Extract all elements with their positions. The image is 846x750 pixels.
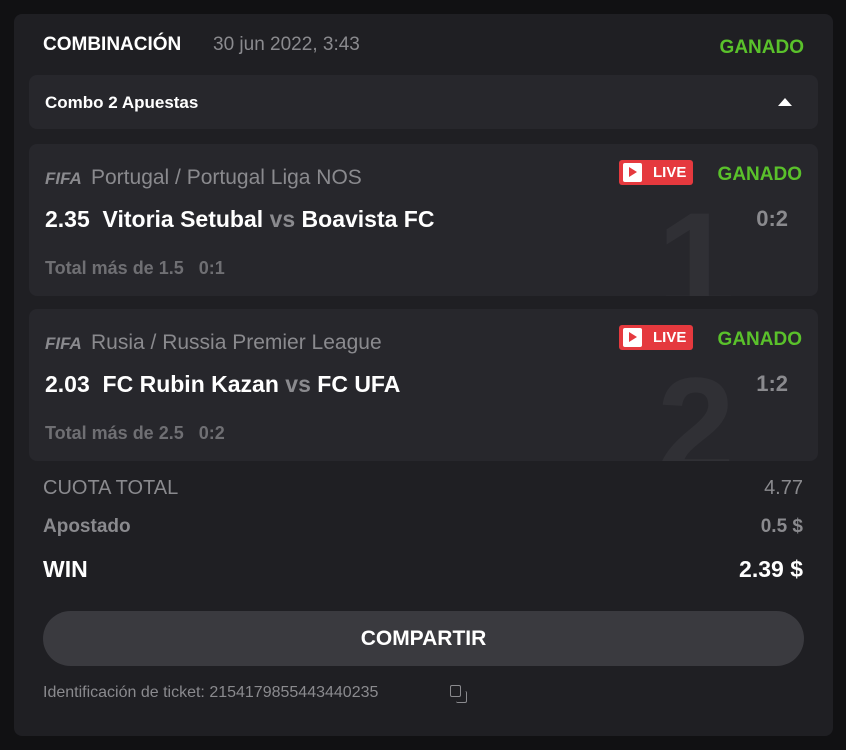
score: 0:2 <box>756 206 788 231</box>
market-name: Total más de 1.5 <box>45 258 184 278</box>
bet-date: 30 jun 2022, 3:43 <box>213 34 360 55</box>
match: 2.35 Vitoria Setubal vs Boavista FC <box>45 206 434 233</box>
vs: vs <box>285 371 311 397</box>
event-status: GANADO <box>717 164 802 185</box>
live-label: LIVE <box>653 164 687 181</box>
stake-label: Apostado <box>43 516 131 537</box>
win-label: WIN <box>43 556 88 582</box>
market-name: Total más de 2.5 <box>45 423 184 443</box>
combo-label: Combo 2 Apuestas <box>45 93 199 112</box>
bet-header: COMBINACIÓN 30 jun 2022, 3:43 GANADO <box>43 34 804 64</box>
stake: 0.5 $ <box>760 516 803 537</box>
play-icon <box>623 328 642 347</box>
odds: 2.03 <box>45 371 90 397</box>
market-score: 0:1 <box>198 258 225 278</box>
league: Portugal / Portugal Liga NOS <box>91 166 362 189</box>
vs: vs <box>269 206 296 232</box>
market: Total más de 1.5 0:1 <box>45 258 225 279</box>
match: 2.03 FC Rubin Kazan vs FC UFA <box>45 371 400 398</box>
share-button[interactable]: COMPARTIR <box>43 611 804 666</box>
chevron-up-icon <box>778 98 792 106</box>
bet-type: COMBINACIÓN <box>43 34 182 55</box>
bet-status: GANADO <box>719 37 804 58</box>
stake-row: Apostado 0.5 $ <box>43 516 803 538</box>
market-score: 0:2 <box>198 423 225 443</box>
ticket-id: Identificación de ticket: 21541798554434… <box>43 684 379 701</box>
home-team: Vitoria Setubal <box>102 206 264 232</box>
fifa-icon: FIFA <box>45 169 82 188</box>
live-badge: LIVE <box>619 325 693 350</box>
play-icon <box>623 163 642 182</box>
event-number: 1 <box>657 183 735 297</box>
combo-toggle[interactable]: Combo 2 Apuestas <box>29 75 818 129</box>
odds: 2.35 <box>45 206 90 232</box>
event-card: 2 FIFA Rusia / Russia Premier League LIV… <box>29 309 818 461</box>
league: Rusia / Russia Premier League <box>91 331 382 354</box>
total-odds-row: CUOTA TOTAL 4.77 <box>43 477 803 500</box>
event-status: GANADO <box>717 329 802 350</box>
event-card: 1 FIFA Portugal / Portugal Liga NOS LIVE… <box>29 144 818 296</box>
win-amount: 2.39 $ <box>739 556 803 582</box>
total-odds: 4.77 <box>764 477 803 499</box>
fifa-icon: FIFA <box>45 334 82 353</box>
live-label: LIVE <box>653 329 687 346</box>
market: Total más de 2.5 0:2 <box>45 423 225 444</box>
total-odds-label: CUOTA TOTAL <box>43 477 179 499</box>
live-badge: LIVE <box>619 160 693 185</box>
score: 1:2 <box>756 371 788 396</box>
away-team: Boavista FC <box>301 206 435 232</box>
event-number: 2 <box>657 348 735 462</box>
away-team: FC UFA <box>317 371 401 397</box>
win-row: WIN 2.39 $ <box>43 556 803 583</box>
home-team: FC Rubin Kazan <box>102 371 279 397</box>
copy-icon[interactable] <box>450 685 468 703</box>
